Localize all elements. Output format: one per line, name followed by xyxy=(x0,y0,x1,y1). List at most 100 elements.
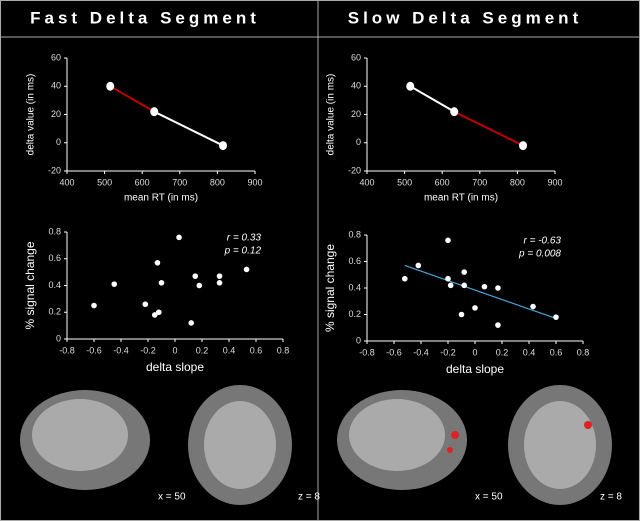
x-tick-label: 500 xyxy=(97,177,112,187)
x-axis-label: mean RT (in ms) xyxy=(124,193,198,204)
y-tick-label: 0.6 xyxy=(348,256,361,266)
point xyxy=(445,275,451,282)
y-tick-label: 0 xyxy=(356,335,361,345)
point xyxy=(156,309,162,316)
y-tick-label: 0.2 xyxy=(48,307,61,317)
y-tick-label: 0.4 xyxy=(348,282,361,292)
image-label: x = 50 xyxy=(475,492,503,503)
line-segment xyxy=(109,85,155,113)
x-tick-label: 800 xyxy=(210,177,225,187)
point xyxy=(192,273,199,279)
x-tick-label: 900 xyxy=(247,177,262,187)
fit-line xyxy=(404,264,557,320)
y-axis-label: delta value (in ms) xyxy=(326,74,337,156)
x-tick-label: 600 xyxy=(135,177,150,187)
x-tick-label: 700 xyxy=(472,177,487,187)
y-tick-label: 60 xyxy=(351,52,361,62)
x-tick-label: 600 xyxy=(435,177,450,187)
y-tick-label: 40 xyxy=(351,81,361,91)
annotation: p = 0.12 xyxy=(224,246,262,257)
point xyxy=(176,234,182,241)
y-axis-label: % signal change xyxy=(323,244,337,332)
x-tick-label: 400 xyxy=(359,177,374,187)
y-tick-label: 0.2 xyxy=(348,309,361,319)
axial-slice xyxy=(524,401,596,489)
panel-title: Slow Delta Segment xyxy=(348,8,582,27)
x-tick-label: -0.8 xyxy=(359,347,375,357)
point xyxy=(461,282,468,289)
x-tick-label: 0.2 xyxy=(496,347,509,357)
image-label: x = 50 xyxy=(158,492,186,503)
point xyxy=(447,282,454,289)
point xyxy=(495,285,501,291)
x-tick-label: 700 xyxy=(172,177,187,187)
x-tick-label: 800 xyxy=(510,177,525,187)
y-tick-label: 20 xyxy=(51,109,61,119)
x-tick-label: -0.4 xyxy=(413,347,429,357)
point xyxy=(151,312,158,318)
x-tick-label: 0.6 xyxy=(250,345,263,355)
point xyxy=(450,107,459,117)
x-tick-label: -0.2 xyxy=(440,347,456,357)
activation xyxy=(447,447,453,453)
point xyxy=(406,81,415,91)
y-axis-label: delta value (in ms) xyxy=(26,74,37,156)
x-tick-label: 0.2 xyxy=(196,345,209,355)
point xyxy=(154,259,161,266)
y-tick-label: -20 xyxy=(48,165,61,175)
point xyxy=(243,266,250,273)
x-tick-label: 0.6 xyxy=(550,347,563,357)
y-tick-label: 20 xyxy=(351,109,361,119)
y-tick-label: 0.8 xyxy=(48,226,61,236)
x-axis-label: delta slope xyxy=(146,360,204,374)
x-tick-label: 0.4 xyxy=(223,345,236,355)
x-axis-label: mean RT (in ms) xyxy=(424,193,498,204)
axial-slice xyxy=(204,401,276,489)
y-axis-label: % signal change xyxy=(23,241,37,329)
point xyxy=(461,269,468,275)
x-tick-label: 500 xyxy=(397,177,412,187)
y-tick-label: 0 xyxy=(56,333,61,343)
x-tick-label: -0.6 xyxy=(86,345,102,355)
point xyxy=(106,81,115,91)
point xyxy=(415,262,422,269)
point xyxy=(553,314,559,320)
x-tick-label: 400 xyxy=(59,177,74,187)
point xyxy=(219,141,228,151)
point xyxy=(402,275,408,282)
y-tick-label: 0.4 xyxy=(48,280,61,290)
y-tick-label: 40 xyxy=(51,81,61,91)
line-segment xyxy=(153,110,224,147)
x-tick-label: -0.2 xyxy=(140,345,156,355)
y-tick-label: 0.8 xyxy=(348,229,361,239)
point xyxy=(495,322,501,328)
x-tick-label: 0.4 xyxy=(523,347,536,357)
point xyxy=(216,273,223,279)
point xyxy=(458,311,465,318)
x-tick-label: 0.8 xyxy=(277,345,290,355)
annotation: p = 0.008 xyxy=(518,249,561,260)
annotation: r = -0.63 xyxy=(523,236,561,247)
image-label: z = 8 xyxy=(600,492,622,503)
x-tick-label: -0.8 xyxy=(59,345,75,355)
point xyxy=(91,302,97,309)
point xyxy=(150,107,159,117)
panel-title: Fast Delta Segment xyxy=(30,8,260,27)
x-axis-label: delta slope xyxy=(446,362,504,376)
brain-images xyxy=(20,385,612,505)
x-tick-label: 0 xyxy=(172,345,177,355)
point xyxy=(519,141,528,151)
point xyxy=(216,280,223,286)
point xyxy=(142,301,149,308)
point xyxy=(530,303,536,310)
activation xyxy=(584,421,592,429)
x-tick-label: 0.8 xyxy=(577,347,590,357)
y-tick-label: 0 xyxy=(356,137,361,147)
line-segment xyxy=(409,85,455,113)
x-tick-label: 900 xyxy=(547,177,562,187)
annotation: r = 0.33 xyxy=(227,233,262,244)
image-label: z = 8 xyxy=(298,492,320,503)
point xyxy=(158,280,165,286)
y-tick-label: 60 xyxy=(51,52,61,62)
y-tick-label: 0 xyxy=(56,137,61,147)
